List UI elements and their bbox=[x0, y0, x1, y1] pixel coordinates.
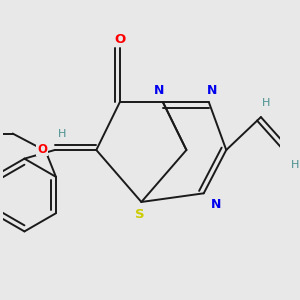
Text: H: H bbox=[291, 160, 300, 170]
Text: N: N bbox=[154, 84, 165, 97]
Text: O: O bbox=[114, 33, 125, 46]
Text: H: H bbox=[262, 98, 270, 108]
Text: S: S bbox=[135, 208, 144, 220]
Text: H: H bbox=[58, 129, 66, 140]
Text: O: O bbox=[37, 142, 47, 156]
Text: N: N bbox=[211, 198, 221, 211]
Text: N: N bbox=[207, 84, 218, 97]
